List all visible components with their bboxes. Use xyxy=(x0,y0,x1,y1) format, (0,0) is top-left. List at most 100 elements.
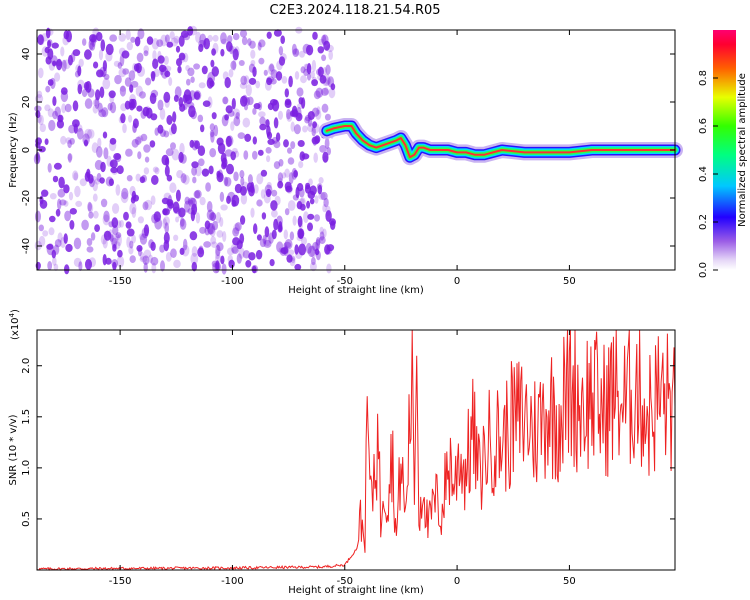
noise-point xyxy=(242,250,251,259)
noise-point xyxy=(326,263,332,274)
noise-point xyxy=(157,124,164,134)
noise-point xyxy=(180,217,185,227)
noise-point xyxy=(52,175,59,183)
noise-point xyxy=(298,97,304,105)
noise-point xyxy=(225,135,232,148)
noise-point xyxy=(278,247,284,254)
noise-point xyxy=(151,213,159,224)
noise-point xyxy=(287,249,295,256)
noise-point xyxy=(163,130,170,138)
noise-point xyxy=(311,257,316,266)
noise-point xyxy=(136,105,143,112)
noise-point xyxy=(255,80,261,89)
noise-point xyxy=(202,100,211,107)
noise-point xyxy=(183,238,188,251)
noise-point xyxy=(216,172,224,183)
noise-point xyxy=(125,148,133,157)
noise-point xyxy=(263,239,272,248)
noise-point xyxy=(182,52,189,63)
colorbar-label: Normalized spectral amplitude xyxy=(737,73,748,227)
noise-point xyxy=(295,112,303,122)
noise-point xyxy=(105,43,114,56)
noise-point xyxy=(314,135,321,144)
noise-point xyxy=(166,174,173,182)
noise-point xyxy=(118,47,126,56)
noise-point xyxy=(322,204,327,213)
noise-point xyxy=(278,177,283,186)
noise-point xyxy=(122,123,127,134)
noise-point xyxy=(103,210,110,223)
noise-point xyxy=(57,188,66,198)
noise-point xyxy=(232,59,237,71)
noise-point xyxy=(323,155,329,163)
noise-point xyxy=(187,208,196,215)
noise-point xyxy=(95,31,103,42)
noise-point xyxy=(225,105,233,114)
noise-point xyxy=(284,239,293,250)
noise-point xyxy=(318,177,324,184)
noise-point xyxy=(273,161,281,170)
noise-point xyxy=(35,137,42,145)
noise-point xyxy=(44,138,49,145)
noise-point xyxy=(169,127,174,136)
noise-point xyxy=(325,205,331,217)
noise-point xyxy=(325,64,331,75)
noise-point xyxy=(269,99,278,106)
noise-point xyxy=(151,175,159,185)
noise-point xyxy=(128,114,133,123)
noise-point xyxy=(143,224,150,237)
colorbar-tick-label: 0.4 xyxy=(698,166,709,182)
y-tick-label: -20 xyxy=(21,190,32,206)
noise-point xyxy=(259,116,266,126)
noise-point xyxy=(264,80,272,91)
noise-point xyxy=(197,247,205,258)
noise-point xyxy=(91,142,99,154)
noise-point xyxy=(187,199,194,206)
noise-point xyxy=(168,77,173,86)
noise-point xyxy=(164,165,170,177)
noise-point xyxy=(64,103,72,113)
noise-point xyxy=(321,103,329,113)
noise-point xyxy=(198,43,204,53)
noise-point xyxy=(328,87,336,99)
noise-point xyxy=(67,139,72,149)
noise-point xyxy=(315,250,321,261)
y-tick-label: 0 xyxy=(21,147,32,153)
noise-point xyxy=(107,102,113,111)
noise-point xyxy=(39,195,44,205)
noise-point xyxy=(233,171,239,182)
noise-point xyxy=(171,148,180,161)
noise-point xyxy=(63,184,70,194)
noise-point xyxy=(233,223,241,235)
noise-point xyxy=(277,172,283,183)
noise-point xyxy=(191,203,198,216)
noise-point xyxy=(215,244,221,257)
noise-point xyxy=(158,64,167,73)
noise-point xyxy=(230,151,236,161)
noise-point xyxy=(266,77,273,86)
noise-point xyxy=(273,117,279,129)
noise-point xyxy=(323,87,329,95)
noise-point xyxy=(267,138,275,145)
noise-point xyxy=(206,201,213,213)
noise-point xyxy=(52,96,57,107)
noise-point xyxy=(241,36,248,46)
noise-point xyxy=(299,197,306,208)
noise-point xyxy=(278,110,283,120)
noise-point xyxy=(233,116,241,127)
noise-point xyxy=(113,60,121,67)
noise-point xyxy=(157,99,164,111)
noise-point xyxy=(148,254,153,264)
noise-point xyxy=(103,73,110,80)
snr-multiplier: (x104) xyxy=(8,309,21,340)
noise-point xyxy=(307,213,315,220)
noise-point xyxy=(304,184,311,194)
noise-point xyxy=(284,168,290,178)
noise-point xyxy=(150,113,158,121)
noise-point xyxy=(73,237,82,250)
x-tick-label: 50 xyxy=(563,576,576,587)
noise-point xyxy=(134,36,141,47)
noise-point xyxy=(227,35,233,43)
noise-point xyxy=(252,66,257,78)
noise-point xyxy=(273,140,281,149)
